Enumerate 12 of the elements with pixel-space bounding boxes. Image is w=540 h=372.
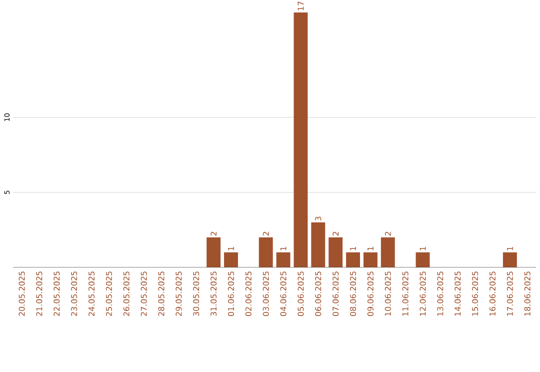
bar (258, 237, 273, 268)
bar (328, 237, 343, 268)
bar (294, 12, 308, 268)
bar (363, 252, 378, 268)
bar (276, 252, 290, 268)
bar (346, 252, 360, 268)
bar (206, 237, 221, 268)
bar (416, 252, 430, 268)
bar (311, 222, 326, 268)
bar (224, 252, 238, 268)
bar (502, 252, 517, 268)
bar (380, 237, 395, 268)
